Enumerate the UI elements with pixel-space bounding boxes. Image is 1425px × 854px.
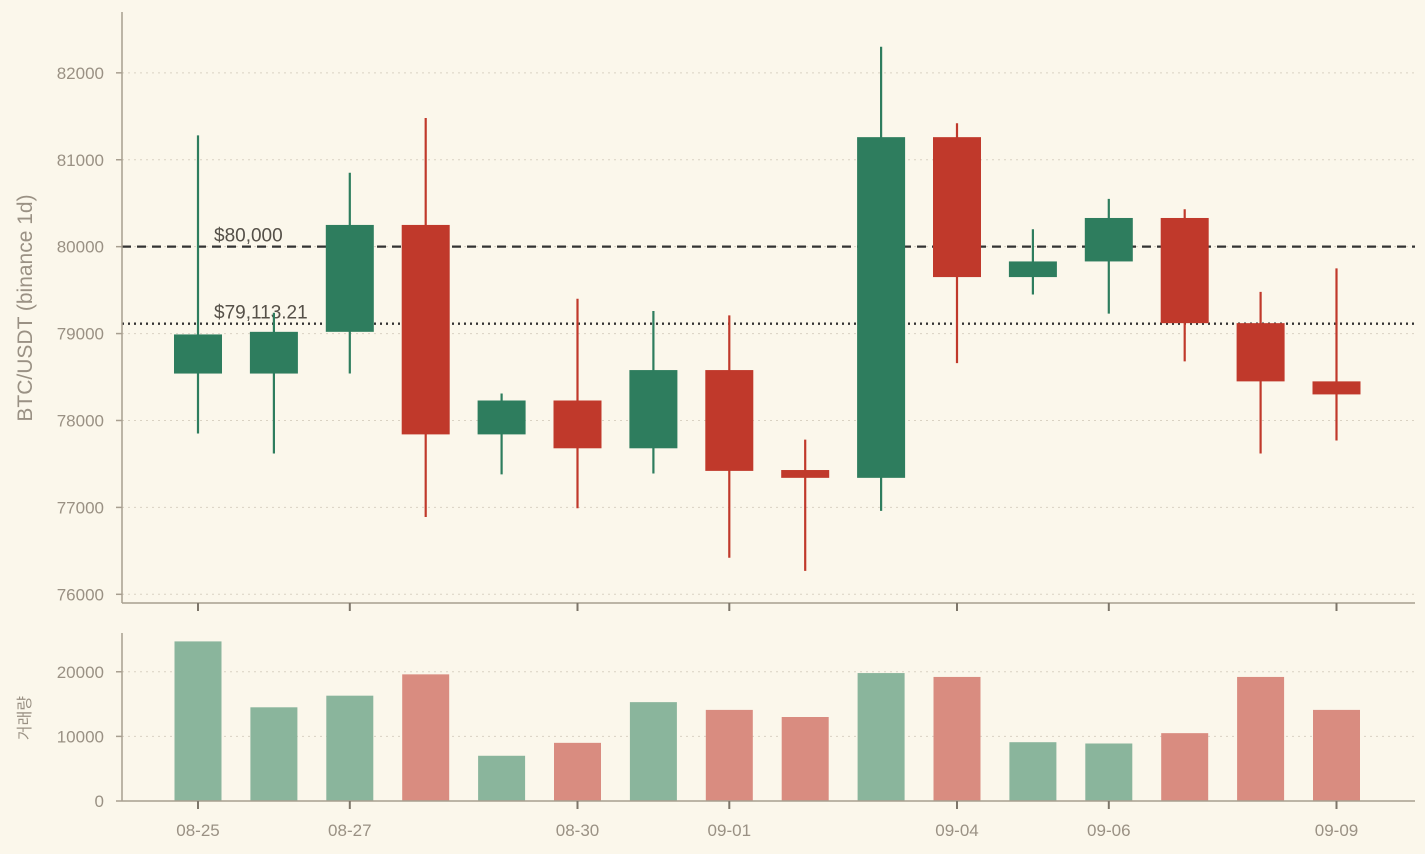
candle-body bbox=[325, 224, 374, 332]
volume-bar bbox=[629, 702, 677, 801]
candle bbox=[857, 46, 906, 511]
candle-body bbox=[629, 370, 678, 449]
price-y-tick-label: 80000 bbox=[57, 238, 104, 257]
axes: 76000 77000 78000 79000 80000 81000 82000 0 1000… bbox=[57, 12, 1415, 840]
candle bbox=[629, 310, 678, 474]
candle-body bbox=[1084, 217, 1133, 262]
volume-bar bbox=[1313, 709, 1360, 801]
volume-y-tick-label: 10000 bbox=[57, 727, 104, 746]
volume-bar bbox=[250, 707, 298, 801]
volume-bar bbox=[554, 742, 601, 801]
candle-body bbox=[1008, 261, 1057, 278]
candle-body bbox=[1236, 323, 1285, 382]
candle-body bbox=[401, 224, 450, 435]
reference-line-label: $79,113.21 bbox=[214, 303, 308, 324]
price-y-tick-label: 76000 bbox=[57, 585, 104, 604]
candle-body bbox=[1160, 217, 1209, 324]
price-y-tick-label: 77000 bbox=[57, 498, 104, 517]
volume-y-tick-label: 20000 bbox=[57, 663, 104, 682]
candle bbox=[1312, 268, 1361, 441]
candle-body bbox=[477, 400, 526, 435]
reference-line-label: $80,000 bbox=[214, 226, 283, 247]
candles bbox=[174, 46, 1361, 571]
candle bbox=[781, 439, 830, 571]
volume-grid bbox=[122, 671, 1415, 737]
volume-bar bbox=[326, 695, 374, 801]
x-tick-label: 09-09 bbox=[1315, 821, 1358, 840]
volume-bar bbox=[1161, 733, 1209, 801]
volume-bar bbox=[478, 755, 526, 801]
volume-bar bbox=[1237, 676, 1285, 801]
candle bbox=[174, 135, 222, 434]
candle bbox=[249, 312, 298, 454]
price-y-tick-label: 82000 bbox=[57, 64, 104, 83]
price-y-tick-label: 81000 bbox=[57, 151, 104, 170]
candle bbox=[401, 118, 450, 517]
candle-body bbox=[705, 370, 754, 471]
candle-body bbox=[857, 137, 906, 478]
candle bbox=[933, 123, 981, 364]
volume-bar bbox=[781, 717, 829, 801]
volume-bar bbox=[1085, 743, 1133, 801]
candle bbox=[325, 172, 374, 374]
price-y-axis-label: BTC/USDT (binance 1d) bbox=[14, 194, 37, 421]
candle-body bbox=[174, 334, 222, 374]
volume-bar bbox=[705, 709, 753, 801]
x-tick-label: 08-25 bbox=[176, 821, 219, 840]
candle bbox=[705, 315, 754, 558]
candle-body bbox=[933, 137, 981, 278]
x-tick-label: 09-06 bbox=[1087, 821, 1130, 840]
volume-bar bbox=[1009, 742, 1057, 801]
candle-body bbox=[553, 400, 602, 449]
x-tick-label: 09-01 bbox=[708, 821, 751, 840]
candle bbox=[1236, 291, 1285, 454]
volume-y-axis-label: 거래량 bbox=[16, 696, 34, 740]
x-tick-label: 09-04 bbox=[935, 821, 978, 840]
axis-labels: BTC/USDT (binance 1d) 거래량 bbox=[14, 194, 37, 740]
x-tick-label: 08-27 bbox=[328, 821, 371, 840]
volume-bar bbox=[402, 674, 450, 801]
volume-bar bbox=[857, 673, 905, 801]
candle-body bbox=[249, 331, 298, 374]
price-y-tick-label: 79000 bbox=[57, 325, 104, 344]
volume-y-tick-label: 0 bbox=[95, 792, 104, 811]
x-tick-label: 08-30 bbox=[556, 821, 599, 840]
price-y-tick-label: 78000 bbox=[57, 411, 104, 430]
candle bbox=[1008, 229, 1057, 295]
candle-body bbox=[1312, 381, 1361, 395]
candle bbox=[477, 393, 526, 475]
price-grid bbox=[122, 72, 1415, 595]
candle bbox=[1160, 209, 1209, 362]
volume-bars bbox=[174, 641, 1360, 801]
volume-bar bbox=[174, 641, 222, 801]
volume-bar bbox=[933, 676, 981, 801]
reference-lines: $80,000 $79,113.21 bbox=[122, 226, 1415, 325]
candle bbox=[553, 298, 602, 509]
candle bbox=[1084, 198, 1133, 314]
candle-body bbox=[781, 470, 830, 478]
